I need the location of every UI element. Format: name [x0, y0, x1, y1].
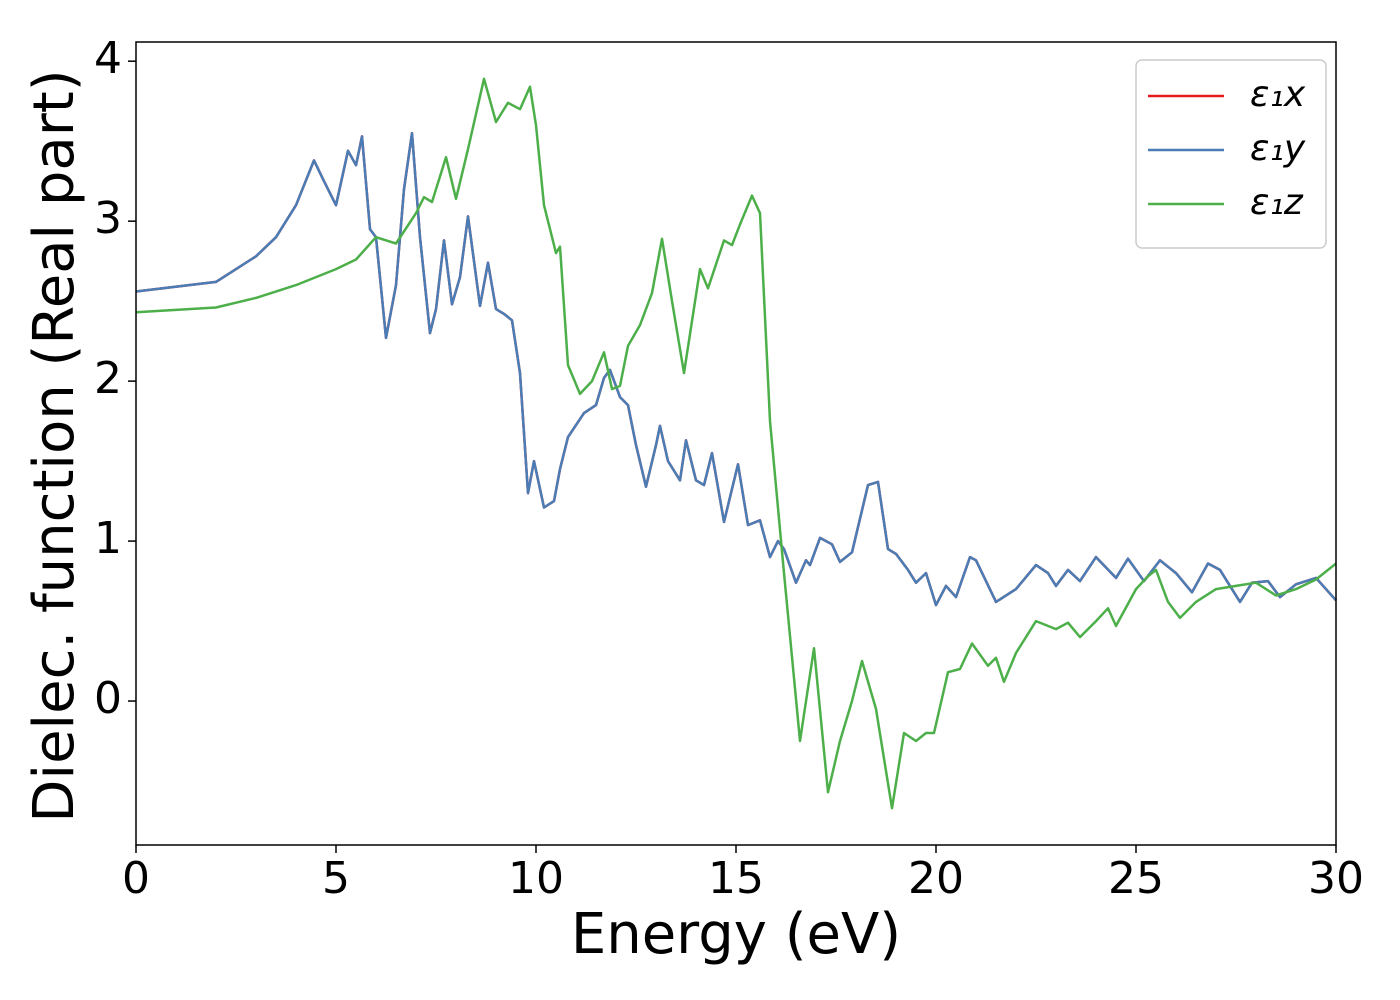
legend-box: [1135, 59, 1327, 249]
x-axis-label: Energy (eV): [571, 902, 901, 967]
x-tick-label: 20: [908, 853, 964, 904]
y-axis-label: Dielec. function (Real part): [22, 69, 87, 822]
y-tick-label: 2: [94, 353, 122, 404]
x-tick-label: 0: [122, 853, 150, 904]
legend-label: ε₁x: [1250, 74, 1306, 115]
series-line: [135, 131, 1337, 607]
legend-label: ε₁z: [1250, 182, 1304, 223]
plot-frame: [135, 41, 1337, 846]
series-line: [135, 77, 1337, 810]
x-tick-label: 5: [322, 853, 350, 904]
x-tick-label: 30: [1308, 853, 1364, 904]
x-tick-label: 10: [508, 853, 564, 904]
legend-label: ε₁y: [1250, 128, 1306, 169]
y-tick-label: 0: [94, 673, 122, 724]
x-tick-label: 15: [708, 853, 764, 904]
y-tick-label: 1: [94, 513, 122, 564]
x-tick-label: 25: [1108, 853, 1164, 904]
y-tick-label: 3: [94, 193, 122, 244]
y-tick-label: 4: [94, 33, 122, 84]
